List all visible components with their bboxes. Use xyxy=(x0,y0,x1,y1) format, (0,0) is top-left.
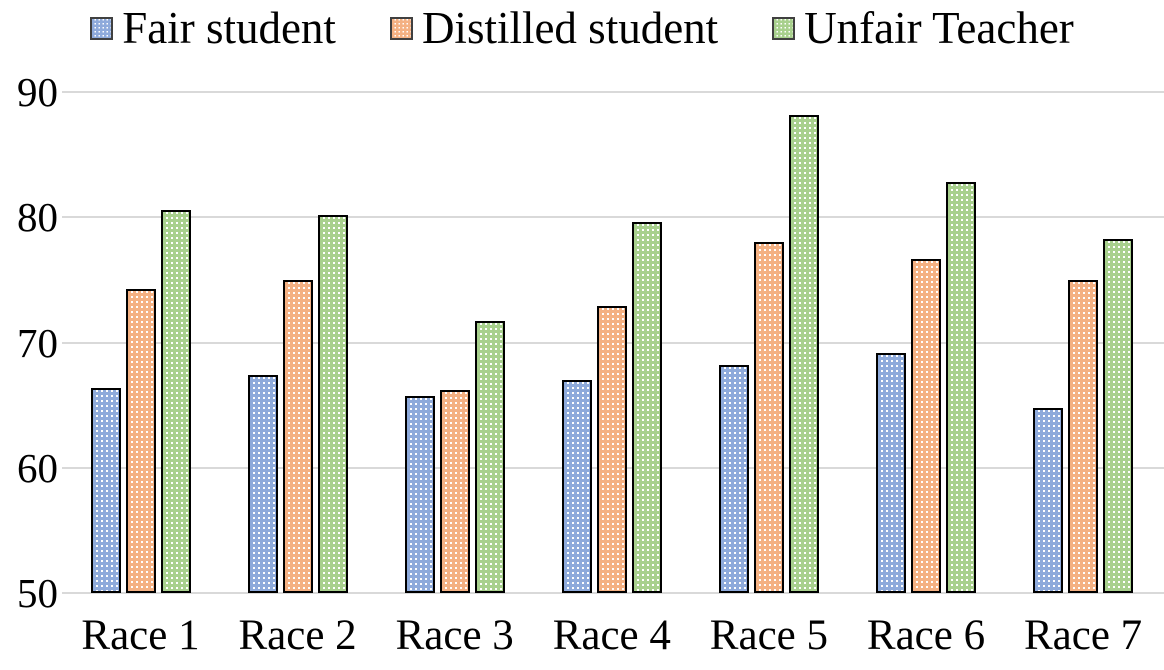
legend-item-3: Unfair Teacher xyxy=(772,6,1074,51)
gridline-90 xyxy=(62,91,1164,93)
x-axis-label: Race 2 xyxy=(238,612,357,659)
bar-unfair-teacher-race-3 xyxy=(474,321,505,593)
bar-distilled-student-race-2 xyxy=(282,279,313,593)
bar-fair-student-race-3 xyxy=(404,396,435,593)
y-axis-tick-label: 80 xyxy=(17,194,58,241)
x-axis-label: Race 5 xyxy=(709,612,828,659)
bar-distilled-student-race-6 xyxy=(911,258,941,593)
x-axis-label: Race 7 xyxy=(1024,612,1143,659)
x-axis-label: Race 1 xyxy=(81,612,200,659)
bar-unfair-teacher-race-5 xyxy=(788,114,819,593)
y-axis-tick-label: 60 xyxy=(17,444,58,491)
y-axis-tick-label: 50 xyxy=(17,570,58,616)
bar-fair-student-race-5 xyxy=(718,365,749,593)
bar-distilled-student-race-4 xyxy=(596,306,627,593)
bar-unfair-teacher-race-7 xyxy=(1103,238,1134,593)
bar-fair-student-race-6 xyxy=(876,352,906,593)
legend-item-2: Distilled student xyxy=(389,3,719,53)
gridline-50 xyxy=(62,592,1164,594)
legend-label: Fair student xyxy=(122,3,336,53)
y-axis-tick-label: 90 xyxy=(17,69,58,115)
y-axis-tick-label: 70 xyxy=(17,319,58,366)
bar-distilled-student-race-5 xyxy=(753,242,784,593)
legend-swatch-icon xyxy=(389,17,413,40)
bar-fair-student-race-7 xyxy=(1033,407,1064,593)
bar-fair-student-race-4 xyxy=(561,380,592,593)
bar-unfair-teacher-race-1 xyxy=(160,209,191,593)
bar-fair-student-race-2 xyxy=(247,375,278,593)
bar-fair-student-race-1 xyxy=(90,387,121,593)
legend-label: Distilled student xyxy=(421,3,719,53)
bar-distilled-student-race-3 xyxy=(439,390,470,593)
legend-label: Unfair Teacher xyxy=(804,3,1074,53)
x-axis-label: Race 4 xyxy=(552,612,671,659)
legend-swatch-icon xyxy=(90,17,114,40)
bar-distilled-student-race-7 xyxy=(1068,279,1099,593)
chart-legend: Fair student Distilled student Unfair Teac… xyxy=(0,6,1164,51)
gridline-80 xyxy=(62,216,1164,219)
x-axis-label: Race 6 xyxy=(866,612,986,659)
x-axis-label: Race 3 xyxy=(395,612,514,659)
bar-unfair-teacher-race-4 xyxy=(631,222,662,593)
bar-distilled-student-race-1 xyxy=(125,288,156,593)
legend-swatch-icon xyxy=(772,17,796,40)
bar-unfair-teacher-race-2 xyxy=(317,214,348,593)
legend-item-1: Fair student xyxy=(90,6,336,51)
bar-unfair-teacher-race-6 xyxy=(946,182,976,593)
